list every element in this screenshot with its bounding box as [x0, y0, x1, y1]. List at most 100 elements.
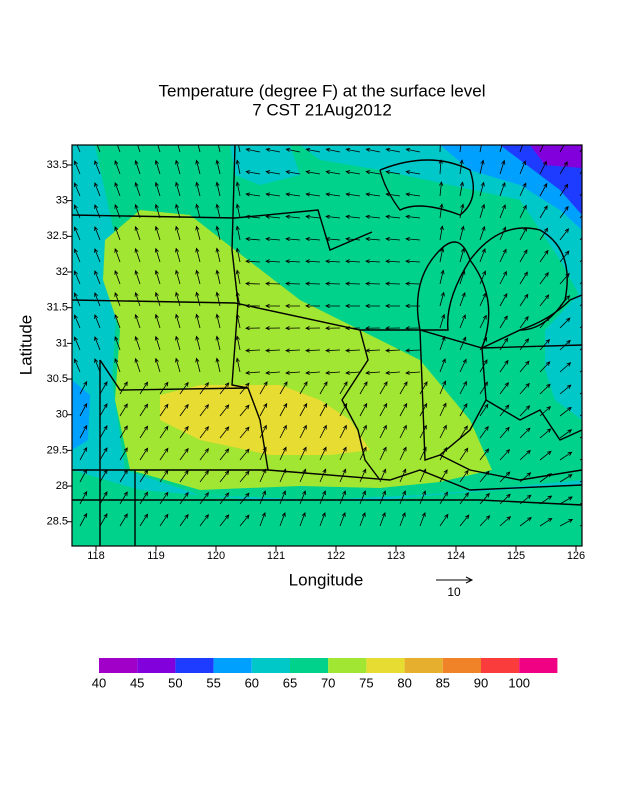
wind-arrow [419, 512, 426, 527]
wind-arrow [559, 205, 569, 219]
colorbar-label: 90 [474, 675, 488, 690]
wind-arrow [399, 402, 408, 417]
wind-arrow [319, 512, 326, 527]
wind-arrow [405, 326, 421, 331]
wind-arrow [539, 227, 549, 241]
wind-arrow [479, 359, 488, 373]
colorbar-label: 100 [508, 675, 530, 690]
wind-arrow [559, 145, 565, 153]
wind-arrow [459, 425, 468, 439]
wind-arrow [359, 446, 367, 461]
wind-arrow [339, 381, 348, 395]
wind-arrow [305, 147, 321, 153]
wind-arrow [579, 148, 582, 153]
wind-arrow [365, 170, 381, 175]
wind-arrow [99, 381, 108, 395]
wind-arrow [245, 214, 261, 219]
wind-arrow [439, 424, 447, 439]
wind-arrow [279, 512, 286, 527]
wind-arrow [119, 513, 128, 527]
wind-arrow [479, 225, 486, 241]
wind-arrow [359, 424, 367, 439]
wind-arrow [405, 348, 421, 353]
wind-arrow [379, 468, 387, 483]
y-tick-label: 30 [56, 409, 68, 421]
wind-arrow [99, 425, 108, 439]
wind-arrow [559, 161, 568, 175]
wind-arrow [79, 380, 88, 395]
wind-arrow [439, 513, 449, 527]
wind-arrow [94, 248, 101, 263]
wind-arrow [175, 291, 181, 307]
wind-arrow [175, 335, 181, 351]
wind-arrow [134, 335, 141, 351]
wind-arrow [73, 292, 81, 307]
wind-arrow [259, 402, 268, 417]
wind-arrow [419, 402, 428, 417]
wind-arrow [235, 291, 241, 307]
wind-arrow [114, 225, 121, 241]
wind-arrow [319, 490, 326, 505]
wind-arrow [439, 313, 446, 329]
wind-arrow [285, 326, 301, 331]
wind-arrow [305, 259, 321, 264]
wind-arrow [345, 348, 361, 353]
wind-arrow [479, 292, 487, 307]
wind-arrow [114, 159, 121, 175]
wind-arrow [79, 424, 88, 439]
wind-arrow [119, 469, 128, 483]
wind-arrow [439, 181, 444, 197]
wind-arrow [195, 357, 201, 373]
wind-arrow [195, 159, 201, 175]
wind-arrow [519, 271, 528, 285]
wind-arrow [405, 147, 421, 153]
wind-arrow [219, 514, 230, 527]
wind-arrow [365, 236, 381, 242]
wind-arrow [94, 358, 101, 373]
wind-arrow [134, 247, 141, 263]
wind-arrow [345, 370, 361, 375]
wind-arrow [94, 160, 101, 175]
wind-arrow [419, 490, 426, 505]
wind-arrow [539, 145, 544, 153]
wind-arrow [345, 259, 361, 264]
colorbar-label: 55 [206, 675, 220, 690]
wind-arrow [94, 226, 101, 241]
wind-arrow [134, 203, 141, 219]
y-tick-label: 28 [56, 480, 68, 492]
wind-arrow [215, 269, 221, 285]
wind-arrow [73, 358, 81, 373]
wind-arrow [459, 181, 464, 197]
wind-arrow [459, 469, 469, 483]
wind-arrow [245, 303, 261, 308]
wind-arrow [239, 514, 250, 527]
wind-arrow [405, 303, 421, 308]
wind-arrow [215, 181, 221, 197]
wind-arrow [519, 494, 532, 505]
wind-arrow [235, 247, 241, 263]
wind-arrow [439, 469, 448, 483]
wind-arrow [73, 160, 81, 175]
wind-arrow [79, 490, 88, 505]
wind-arrow [99, 403, 108, 417]
wind-arrow [345, 303, 361, 308]
wind-arrow [365, 303, 381, 308]
colorbar-swatch [366, 658, 405, 673]
wind-arrow [79, 402, 88, 417]
wind-arrow [365, 214, 381, 219]
wind-arrow [134, 291, 141, 307]
wind-arrow [239, 492, 250, 505]
wind-arrow [385, 259, 401, 264]
wind-arrow [219, 404, 230, 417]
wind-arrow [73, 270, 81, 285]
wind-arrow [215, 313, 221, 329]
colorbar-swatch [290, 658, 329, 673]
y-tick-label: 32.5 [47, 230, 68, 242]
wind-arrow [285, 170, 301, 175]
wind-arrow [559, 295, 571, 307]
wind-arrow [345, 236, 361, 242]
wind-arrow [359, 468, 367, 483]
x-tick-label: 120 [207, 550, 225, 562]
y-tick-label: 30.5 [47, 373, 68, 385]
wind-arrow [479, 314, 487, 329]
